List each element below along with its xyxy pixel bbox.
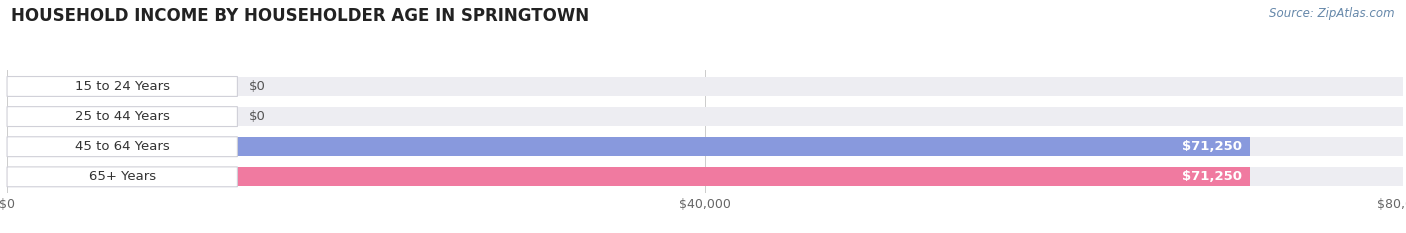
Text: 45 to 64 Years: 45 to 64 Years bbox=[75, 140, 170, 153]
Text: $0: $0 bbox=[249, 80, 266, 93]
Bar bbox=[7, 137, 1250, 156]
Text: Source: ZipAtlas.com: Source: ZipAtlas.com bbox=[1270, 7, 1395, 20]
Bar bbox=[7, 77, 1403, 96]
FancyBboxPatch shape bbox=[7, 76, 238, 96]
Text: $71,250: $71,250 bbox=[1182, 140, 1241, 153]
Text: $0: $0 bbox=[249, 110, 266, 123]
FancyBboxPatch shape bbox=[7, 137, 238, 157]
FancyBboxPatch shape bbox=[7, 167, 238, 187]
Bar bbox=[7, 107, 1403, 126]
Text: $71,250: $71,250 bbox=[1182, 170, 1241, 183]
Text: 25 to 44 Years: 25 to 44 Years bbox=[75, 110, 170, 123]
Bar bbox=[7, 168, 1250, 186]
Text: 65+ Years: 65+ Years bbox=[89, 170, 156, 183]
Bar bbox=[7, 137, 1403, 156]
Text: HOUSEHOLD INCOME BY HOUSEHOLDER AGE IN SPRINGTOWN: HOUSEHOLD INCOME BY HOUSEHOLDER AGE IN S… bbox=[11, 7, 589, 25]
Bar bbox=[7, 168, 1403, 186]
Text: 15 to 24 Years: 15 to 24 Years bbox=[75, 80, 170, 93]
FancyBboxPatch shape bbox=[7, 107, 238, 127]
